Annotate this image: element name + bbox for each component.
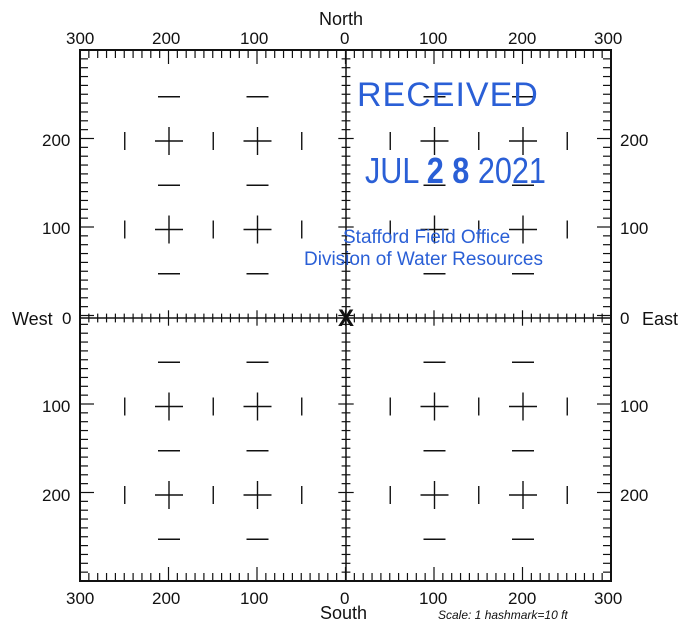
right-label-zero: 0 — [620, 309, 630, 328]
bottom-label-e300: 300 — [594, 589, 623, 608]
top-label-e200: 200 — [508, 29, 537, 48]
right-label-n200: 200 — [620, 131, 649, 150]
right-label-s100: 100 — [620, 397, 649, 416]
east-label: East — [642, 309, 679, 329]
stamp-date-month: JUL — [365, 150, 427, 191]
right-label-s200: 200 — [620, 486, 649, 505]
bottom-label-zero: 0 — [340, 589, 350, 608]
top-label-w200: 200 — [152, 29, 181, 48]
stamp-division: Division of Water Resources — [304, 249, 543, 270]
left-label-zero: 0 — [62, 309, 72, 328]
center-x-marker: X — [338, 305, 354, 332]
bottom-label-w300: 300 — [66, 589, 95, 608]
stamp-date-year: 2021 — [469, 150, 546, 191]
stamp-received: RECEIVED — [357, 76, 539, 114]
bottom-label-e100: 100 — [419, 589, 448, 608]
top-label-w100: 100 — [240, 29, 269, 48]
bottom-label-e200: 200 — [508, 589, 537, 608]
stamp-date-day: 2 8 — [426, 150, 470, 191]
west-label: West — [12, 309, 53, 329]
left-label-s100: 100 — [42, 397, 71, 416]
left-label-n100: 100 — [42, 219, 71, 238]
scale-note: Scale: 1 hashmark=10 ft — [438, 608, 568, 622]
top-label-w300: 300 — [66, 29, 95, 48]
north-label: North — [319, 9, 364, 29]
right-label-n100: 100 — [620, 219, 649, 238]
top-label-e100: 100 — [419, 29, 448, 48]
top-label-zero: 0 — [340, 29, 350, 48]
bottom-label-w100: 100 — [240, 589, 269, 608]
stamp-date: JUL 2 8 2021 — [365, 153, 546, 189]
bottom-label-w200: 200 — [152, 589, 181, 608]
left-label-s200: 200 — [42, 486, 71, 505]
stamp-office: Stafford Field Office — [343, 227, 511, 248]
left-label-n200: 200 — [42, 131, 71, 150]
top-label-e300: 300 — [594, 29, 623, 48]
south-label: South — [320, 603, 368, 623]
